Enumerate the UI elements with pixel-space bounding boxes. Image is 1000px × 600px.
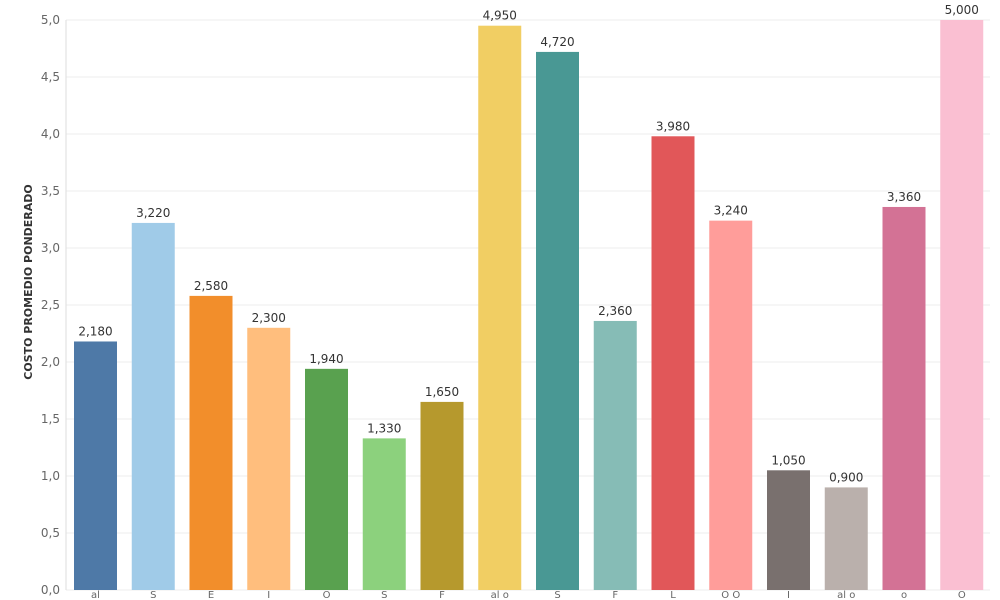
x-tick-label: S bbox=[554, 590, 560, 600]
y-tick-label: 5,0 bbox=[41, 13, 60, 27]
bars bbox=[74, 20, 984, 591]
x-tick-label: I bbox=[267, 590, 270, 600]
bar bbox=[305, 368, 348, 590]
data-labels: 2,180 3,220 2,580 2,300 1,940 1,330 1,650 4,950… bbox=[78, 3, 979, 484]
data-label: 4,720 bbox=[540, 35, 574, 49]
x-tick-label: o bbox=[901, 590, 907, 600]
data-label: 1,650 bbox=[425, 385, 459, 399]
data-label: 3,360 bbox=[887, 190, 921, 204]
data-label: 2,180 bbox=[78, 324, 112, 338]
x-tick-label: al bbox=[91, 590, 100, 600]
data-label: 2,360 bbox=[598, 304, 632, 318]
bar bbox=[593, 320, 637, 590]
bar bbox=[940, 20, 984, 590]
bar bbox=[247, 327, 291, 590]
x-tick-label: I bbox=[787, 590, 790, 600]
bar bbox=[709, 220, 753, 590]
y-axis-label: COSTO PROMEDIO PONDERADO bbox=[22, 184, 35, 380]
x-tick-label: al o bbox=[491, 590, 509, 600]
x-tick-label: O bbox=[323, 590, 331, 600]
x-tick-label: L bbox=[670, 590, 676, 600]
y-tick-label: 1,5 bbox=[41, 412, 60, 426]
x-tick-label: S bbox=[381, 590, 387, 600]
y-tick-label: 2,5 bbox=[41, 298, 60, 312]
bar bbox=[131, 222, 175, 591]
x-tick-label: F bbox=[612, 590, 618, 600]
y-tick-label: 2,0 bbox=[41, 355, 60, 369]
y-tick-label: 3,0 bbox=[41, 241, 60, 255]
bar bbox=[189, 295, 233, 590]
data-label: 2,300 bbox=[252, 311, 286, 325]
bar bbox=[882, 206, 926, 590]
data-label: 4,950 bbox=[483, 9, 517, 23]
bar bbox=[651, 136, 695, 590]
y-tick-label: 3,5 bbox=[41, 184, 60, 198]
bar bbox=[824, 487, 868, 590]
x-tick-label: O bbox=[958, 590, 966, 600]
y-tick-label: 0,0 bbox=[41, 583, 60, 597]
y-tick-label: 0,5 bbox=[41, 526, 60, 540]
bar bbox=[536, 51, 579, 591]
data-label: 2,580 bbox=[194, 279, 228, 293]
x-tick-label: al o bbox=[837, 590, 855, 600]
bar bbox=[420, 401, 464, 590]
y-tick-label: 4,0 bbox=[41, 127, 60, 141]
data-label: 3,980 bbox=[656, 119, 690, 133]
data-label: 3,220 bbox=[136, 206, 170, 220]
x-tick-label: E bbox=[208, 590, 214, 600]
x-tick-label: O O bbox=[721, 590, 740, 600]
data-label: 1,940 bbox=[309, 352, 343, 366]
bar bbox=[74, 341, 117, 590]
data-label: 1,050 bbox=[771, 453, 805, 467]
y-tick-label: 4,5 bbox=[41, 70, 60, 84]
data-label: 0,900 bbox=[829, 470, 863, 484]
data-label: 3,240 bbox=[714, 204, 748, 218]
y-tick-label: 1,0 bbox=[41, 469, 60, 483]
bar bbox=[362, 438, 406, 590]
bar bbox=[478, 25, 522, 590]
data-label: 1,330 bbox=[367, 421, 401, 435]
y-axis: 0,0 0,5 1,0 1,5 2,0 2,5 3,0 3,5 4,0 4,5 5,0 bbox=[41, 13, 67, 597]
bar bbox=[767, 470, 810, 590]
x-tick-label: S bbox=[150, 590, 156, 600]
x-tick-label: F bbox=[439, 590, 445, 600]
data-label: 5,000 bbox=[945, 3, 979, 17]
